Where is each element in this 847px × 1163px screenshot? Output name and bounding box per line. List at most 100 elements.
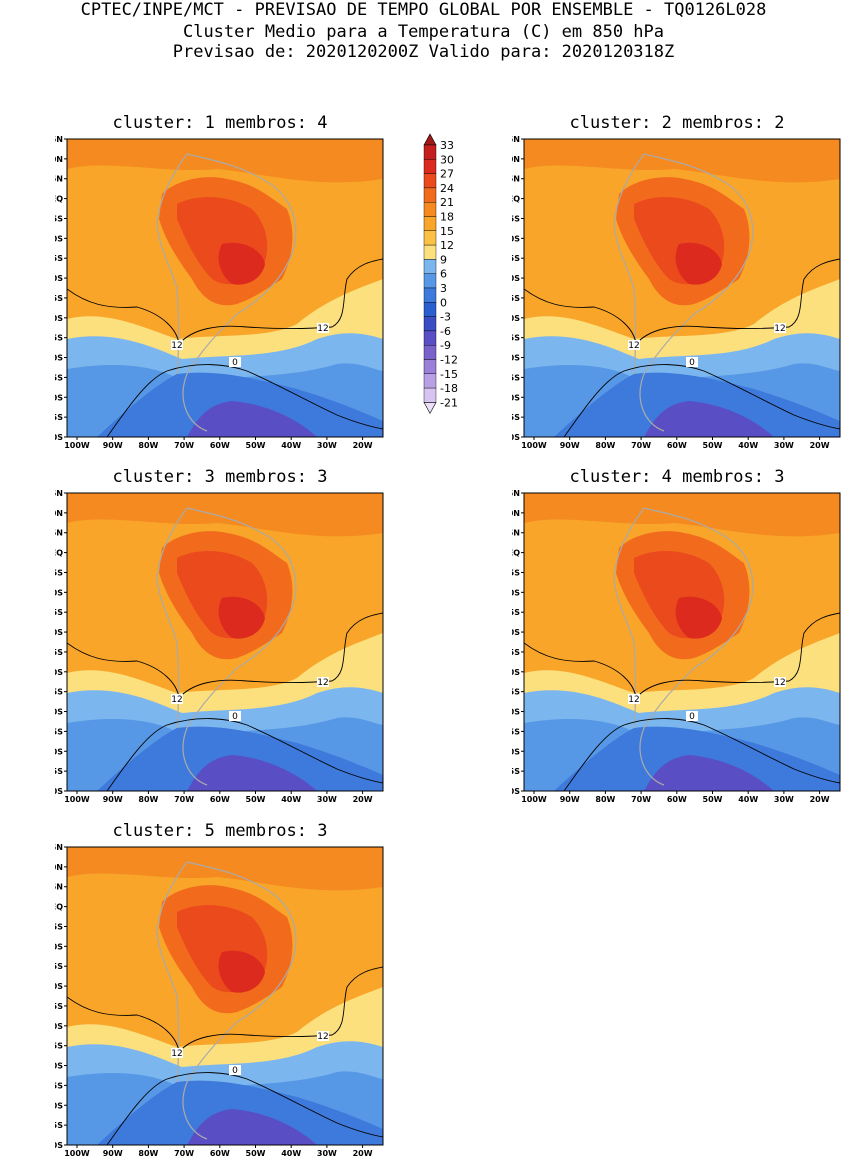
contour-label: 12 [171, 695, 182, 705]
colorbar-swatch [423, 273, 437, 289]
contour-label-bg [774, 323, 786, 333]
lat-label: 45S [512, 373, 520, 382]
colorbar-swatch [423, 287, 437, 303]
lat-label: 15S [512, 254, 520, 263]
lat-label: 15N [55, 489, 63, 498]
lat-label: 55S [512, 767, 520, 776]
lon-label: 70W [631, 795, 651, 804]
lat-label: 10N [512, 509, 520, 518]
panel-title: cluster: 3 membros: 3 [112, 467, 328, 487]
contour-label: 0 [232, 1066, 238, 1076]
panel-title: cluster: 5 membros: 3 [112, 821, 328, 841]
panel-title: cluster: 4 membros: 3 [569, 467, 785, 487]
panel-title: cluster: 1 membros: 4 [112, 113, 328, 133]
lon-label: 90W [103, 1149, 123, 1158]
contour-12 [524, 612, 840, 700]
lat-label: 20S [55, 628, 63, 637]
cluster-panel-2: cluster: 2 membros: 2 1212015N10N5NEQ5S1… [512, 113, 842, 450]
lat-label: 60S [55, 1141, 63, 1150]
lon-label: 30W [774, 795, 794, 804]
lon-label: 20W [353, 795, 373, 804]
contour-label-bg [317, 323, 329, 333]
lat-label: 45S [55, 373, 63, 382]
colorbar-level-label: 24 [440, 182, 454, 195]
contour-label-bg [171, 340, 183, 350]
lon-label: 60W [667, 441, 687, 450]
purple-band [187, 1109, 317, 1145]
temperature-map: 12 12 0 15N 10N 5N EQ 5S 10S 15S 20S 25S 30S 35S 40S 45… [55, 843, 384, 1158]
lon-label: 90W [103, 795, 123, 804]
contour-label: 12 [171, 1049, 182, 1059]
warm-band [524, 139, 840, 183]
lat-label: 5S [55, 568, 63, 577]
lat-label: 40S [55, 1062, 63, 1071]
lat-label: 15S [55, 962, 63, 971]
lat-label: 20S [512, 274, 520, 283]
contour-label-bg [628, 340, 640, 350]
contour-12 [67, 612, 383, 700]
colorbar-swatch [423, 302, 437, 317]
colorbar-level-label: -15 [440, 368, 458, 381]
lat-label: 40S [55, 354, 63, 363]
lat-label: 10N [55, 863, 63, 872]
lon-label: 70W [174, 1149, 194, 1158]
hot-core [218, 242, 265, 285]
lat-label: EQ [55, 549, 63, 558]
colorbar-level-label: -12 [440, 354, 458, 367]
lat-label: 35S [55, 688, 63, 697]
colorbar-level-label: 6 [440, 268, 447, 281]
contour-label: 0 [232, 358, 238, 368]
colorbar-level-label: 12 [440, 239, 454, 252]
lat-label: 10N [512, 155, 520, 164]
lat-label: 55S [55, 767, 63, 776]
lat-label: EQ [55, 195, 63, 204]
lon-label: 70W [174, 441, 194, 450]
cluster-panel-1: cluster: 1 membros: 4 1212015N10N5NEQ5S1… [55, 113, 385, 450]
hot-core [675, 242, 722, 285]
lon-label: 50W [703, 441, 723, 450]
colorbar-level-label: -3 [440, 311, 451, 324]
purple-band [187, 755, 317, 791]
colorbar-swatch [423, 159, 437, 174]
lat-label: 60S [55, 787, 63, 796]
colorbar-level-label: -21 [440, 396, 458, 409]
colorbar-level-label: 9 [440, 253, 447, 266]
contour-0 [563, 364, 840, 437]
lat-label: EQ [512, 195, 520, 204]
hot-core [675, 596, 722, 639]
warm-band [524, 493, 840, 537]
lon-label: 90W [560, 441, 580, 450]
lat-label: 25S [512, 648, 520, 657]
lat-label: 25S [55, 1002, 63, 1011]
contour-label: 12 [628, 341, 639, 351]
temperature-map: 12 12 0 15N 10N 5N EQ 5S 10S 15S 20S 25S 30S 35S 40S 45… [55, 489, 384, 804]
lon-label: 30W [317, 1149, 337, 1158]
colorbar-swatch [423, 330, 437, 346]
hot-core [218, 596, 265, 639]
colorbar-level-label: -18 [440, 382, 458, 395]
lat-label: 35S [512, 688, 520, 697]
lat-label: 10N [55, 509, 63, 518]
lon-label: 100W [64, 1149, 90, 1158]
contour-label: 0 [689, 358, 695, 368]
colorbar-swatch [423, 344, 437, 360]
lat-label: 5N [512, 529, 520, 538]
lat-label: 25S [55, 648, 63, 657]
coastline [613, 153, 754, 432]
lon-label: 20W [353, 1149, 373, 1158]
warm-band [67, 847, 383, 891]
lat-label: 50S [55, 393, 63, 402]
lat-label: 40S [512, 708, 520, 717]
colorbar-swatch [423, 230, 437, 246]
contour-label: 12 [317, 678, 328, 688]
lat-label: 30S [55, 668, 63, 677]
coastline [613, 507, 754, 786]
coastline [156, 507, 297, 786]
colorbar-level-label: 30 [440, 153, 454, 166]
lat-label: 10S [55, 234, 63, 243]
contour-label: 0 [689, 712, 695, 722]
colorbar-level-label: 15 [440, 225, 454, 238]
lon-label: 30W [317, 441, 337, 450]
lat-label: 50S [55, 1101, 63, 1110]
contour-12 [67, 258, 383, 346]
